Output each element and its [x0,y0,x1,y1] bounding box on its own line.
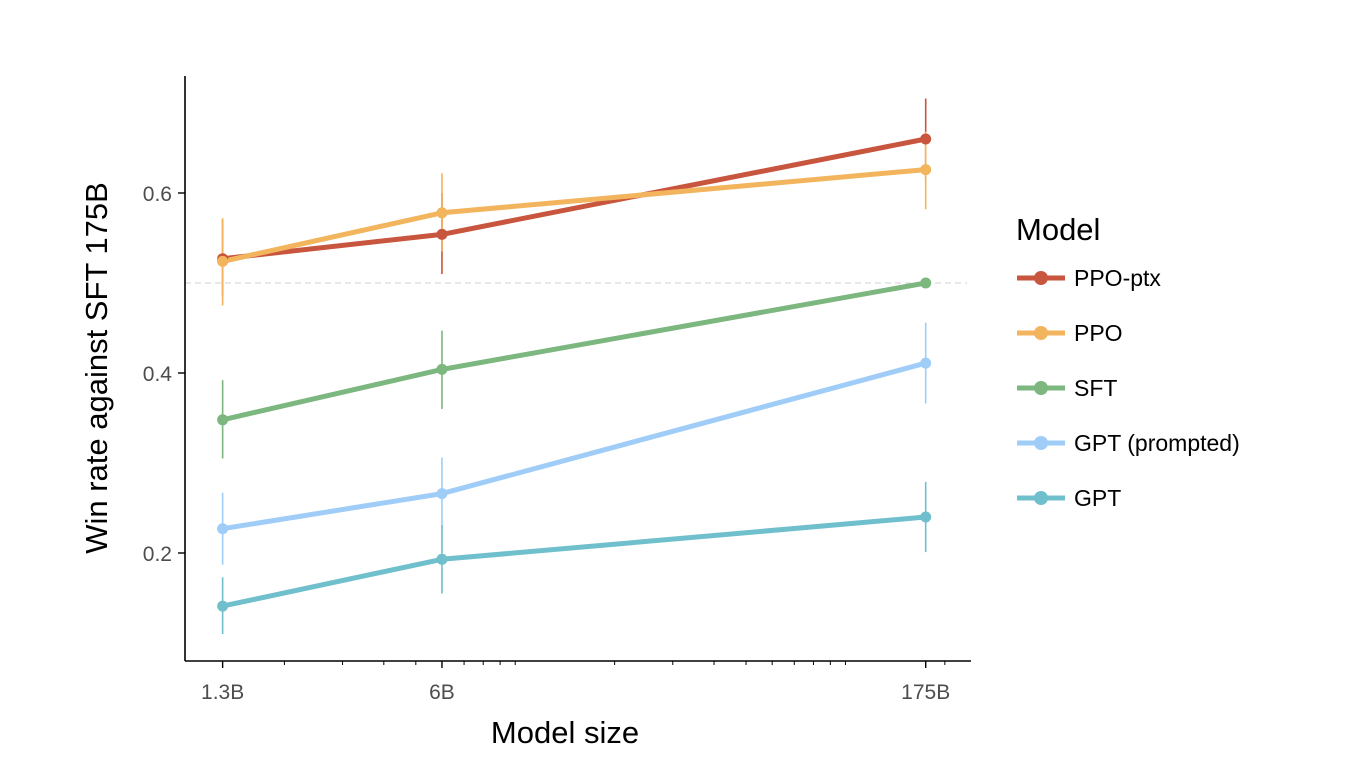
data-point-gpt-prompted [920,357,932,369]
data-point-gpt-prompted [436,488,448,500]
x-tick-layer: 1.3B 6B 175B [201,661,950,704]
legend-label-sft: SFT [1074,375,1117,401]
data-point-ppo [217,255,229,267]
data-point-gpt [217,600,229,612]
legend-label-ppo: PPO [1074,320,1123,346]
legend-swatch-point-gpt-prompted [1034,436,1048,450]
data-point-sft [436,363,448,375]
series-line-layer [220,136,929,609]
data-point-ppo [436,207,448,219]
legend-label-ppo-ptx: PPO-ptx [1074,265,1161,291]
legend-items: PPO-ptx PPO SFT GPT (prompted) GPT [1017,265,1240,511]
data-point-ppo-ptx [436,228,448,240]
series-line-gpt [220,514,929,609]
x-tick-label: 175B [901,681,950,704]
data-point-sft [217,414,229,426]
x-axis-title: Model size [491,715,639,750]
y-tick-label: 0.4 [143,363,173,386]
x-tick-label: 1.3B [201,681,244,704]
legend: Model PPO-ptx PPO SFT GPT (prompted) GPT [1016,212,1240,511]
y-axis-title: Win rate against SFT 175B [79,182,114,554]
legend-swatch-point-gpt [1034,491,1048,505]
legend-label-gpt-prompted: GPT (prompted) [1074,430,1240,456]
data-point-gpt [920,511,932,523]
data-point-gpt [436,553,448,565]
legend-swatch-point-ppo-ptx [1034,271,1048,285]
series-line-gpt-prompted [220,360,929,532]
data-point-ppo [920,164,932,176]
x-tick-label: 6B [429,681,455,704]
data-point-sft [920,277,932,289]
legend-title: Model [1016,212,1100,247]
data-point-ppo-ptx [920,133,932,145]
legend-swatch-point-ppo [1034,326,1048,340]
data-point-gpt-prompted [217,523,229,535]
data-point-layer [217,133,932,612]
y-tick-layer: 0.2 0.4 0.6 [143,183,185,566]
legend-swatch-point-sft [1034,381,1048,395]
y-tick-label: 0.6 [143,183,172,206]
y-tick-label: 0.2 [143,543,172,566]
legend-label-gpt: GPT [1074,485,1121,511]
series-line-sft [220,280,929,423]
